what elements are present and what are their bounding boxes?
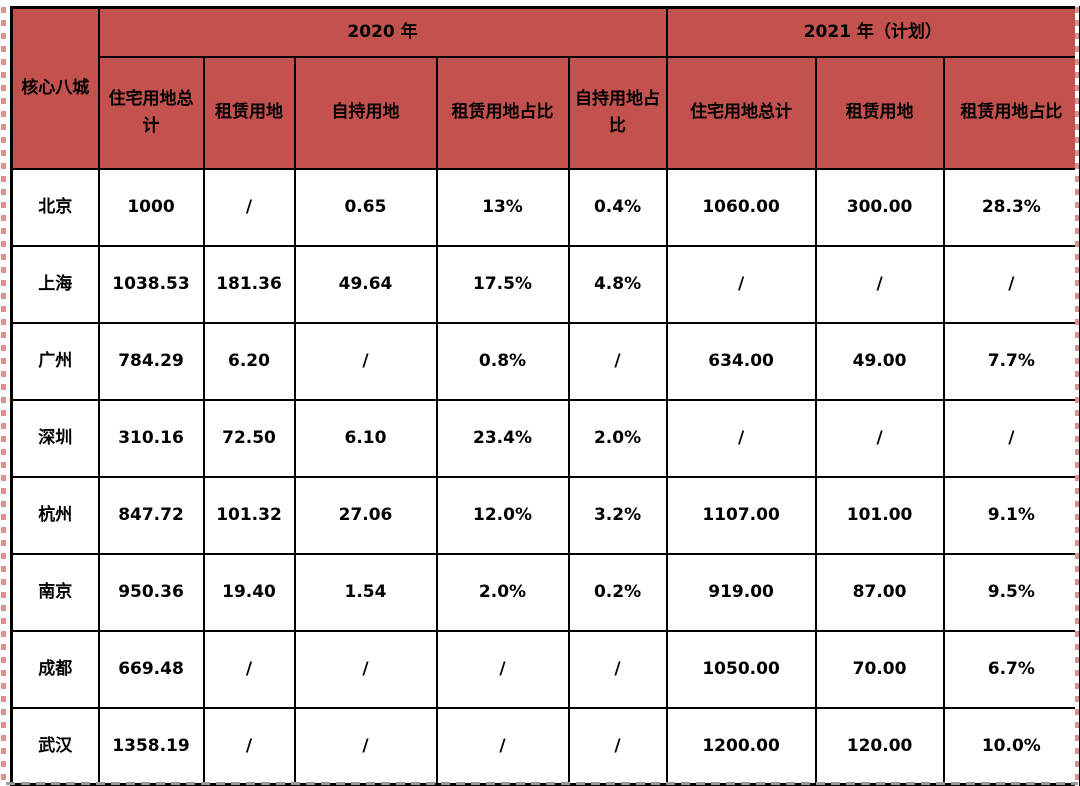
table-cell: / <box>435 706 570 786</box>
table-cell: 28.3% <box>942 167 1080 247</box>
row-header-city: 武汉 <box>10 706 100 786</box>
table-cell: 101.00 <box>814 475 945 555</box>
table-cell: 1107.00 <box>665 475 817 555</box>
table-cell: 101.32 <box>202 475 296 555</box>
table-cell: 1060.00 <box>665 167 817 247</box>
table-cell: / <box>202 706 296 786</box>
table-cell: / <box>293 629 438 709</box>
header-band-row: 核心八城 2020 年 2021 年（计划） <box>10 6 1080 170</box>
table-cell: 1358.19 <box>97 706 205 786</box>
table-cell: / <box>942 244 1080 324</box>
table-cell: 19.40 <box>202 552 296 632</box>
row-header-city: 南京 <box>10 552 100 632</box>
row-header-city: 杭州 <box>10 475 100 555</box>
table-cell: 13% <box>435 167 570 247</box>
row-header-city: 深圳 <box>10 398 100 478</box>
table-cell: 27.06 <box>293 475 438 555</box>
land-supply-table: 核心八城 2020 年 2021 年（计划） 住宅用地总计 租赁用地 自持用地 租赁用… <box>10 6 1080 786</box>
table-cell: 23.4% <box>435 398 570 478</box>
row-header-city: 上海 <box>10 244 100 324</box>
table-cell: 300.00 <box>814 167 945 247</box>
table-cell: 0.4% <box>567 167 668 247</box>
table-cell: 0.8% <box>435 321 570 401</box>
table-cell: 70.00 <box>814 629 945 709</box>
row-header-city: 北京 <box>10 167 100 247</box>
table-cell: 0.2% <box>567 552 668 632</box>
table-cell: 120.00 <box>814 706 945 786</box>
table-cell: 49.00 <box>814 321 945 401</box>
table-cell: 17.5% <box>435 244 570 324</box>
table-cell: 6.7% <box>942 629 1080 709</box>
table-cell: 2.0% <box>567 398 668 478</box>
row-header-city: 广州 <box>10 321 100 401</box>
table-cell: 784.29 <box>97 321 205 401</box>
table-cell: / <box>567 629 668 709</box>
table-cell: 669.48 <box>97 629 205 709</box>
column-header: 自持用地占比 <box>567 55 668 170</box>
page-break-dash-left <box>1 0 6 786</box>
table-cell: 847.72 <box>97 475 205 555</box>
column-group-2021-plan: 2021 年（计划） <box>665 6 1080 58</box>
table-cell: / <box>814 244 945 324</box>
table-cell: 6.10 <box>293 398 438 478</box>
table-cell: / <box>435 629 570 709</box>
table-cell: 49.64 <box>293 244 438 324</box>
table-row: 南京 950.36 19.40 1.54 2.0% 0.2% 919.00 87.00 9.5% <box>10 552 1080 632</box>
table-row: 深圳 310.16 72.50 6.10 23.4% 2.0% / / / <box>10 398 1080 478</box>
column-group-2020: 2020 年 <box>97 6 668 58</box>
table-cell: / <box>567 321 668 401</box>
table-cell: / <box>942 398 1080 478</box>
column-header: 租赁用地占比 <box>435 55 570 170</box>
table-row: 北京 1000/0.65 13% 0.4% 1060.00 300.00 28.3% <box>10 167 1080 247</box>
table-cell: 72.50 <box>202 398 296 478</box>
row-header-city: 成都 <box>10 629 100 709</box>
table-cell: 6.20 <box>202 321 296 401</box>
table-cell: / <box>293 321 438 401</box>
table-cell: 310.16 <box>97 398 205 478</box>
table-cell: 1038.53 <box>97 244 205 324</box>
table-cell: 1200.00 <box>665 706 817 786</box>
table-cell: / <box>567 706 668 786</box>
corner-header-cities: 核心八城 <box>10 6 100 170</box>
column-header: 租赁用地 <box>814 55 945 170</box>
table-cell: 181.36 <box>202 244 296 324</box>
column-header: 住宅用地总计 <box>665 55 817 170</box>
table-cell: / <box>665 398 817 478</box>
table-cell: 634.00 <box>665 321 817 401</box>
table-cell: 0.65 <box>293 167 438 247</box>
column-header: 租赁用地 <box>202 55 296 170</box>
column-header-row: 住宅用地总计 租赁用地 自持用地 租赁用地占比 自持用地占比 住宅用地总计 租赁用地 租赁用地… <box>12 55 1080 170</box>
table-cell: 9.5% <box>942 552 1080 632</box>
table-cell: 7.7% <box>942 321 1080 401</box>
table-cell: 87.00 <box>814 552 945 632</box>
table-cell: 919.00 <box>665 552 817 632</box>
table-cell: / <box>814 398 945 478</box>
table-cell: / <box>665 244 817 324</box>
table-cell: 2.0% <box>435 552 570 632</box>
table-cell: 9.1% <box>942 475 1080 555</box>
table-cell: 950.36 <box>97 552 205 632</box>
table-cell: 12.0% <box>435 475 570 555</box>
table-cell: 4.8% <box>567 244 668 324</box>
table-cell: / <box>202 629 296 709</box>
table-cell: 1000 <box>97 167 205 247</box>
table-row: 广州 784.29 6.20/0.8%/634.00 49.00 7.7% <box>10 321 1080 401</box>
table-cell: / <box>293 706 438 786</box>
table-cell: 1050.00 <box>665 629 817 709</box>
table-row: 成都 669.48// //1050.00 70.00 6.7% <box>10 629 1080 709</box>
table-row: 杭州 847.72 101.32 27.06 12.0% 3.2% 1107.00 101.0… <box>10 475 1080 555</box>
table-cell: 3.2% <box>567 475 668 555</box>
table-row: 上海 1038.53 181.36 49.64 17.5% 4.8% / / / <box>10 244 1080 324</box>
table-cell: 10.0% <box>942 706 1080 786</box>
table-row: 武汉 1358.19// //1200.00 120.00 10.0% <box>10 706 1080 786</box>
column-header: 住宅用地总计 <box>97 55 205 170</box>
table-cell: / <box>202 167 296 247</box>
column-header: 自持用地 <box>293 55 438 170</box>
table-cell: 1.54 <box>293 552 438 632</box>
column-header: 租赁用地占比 <box>942 55 1080 170</box>
